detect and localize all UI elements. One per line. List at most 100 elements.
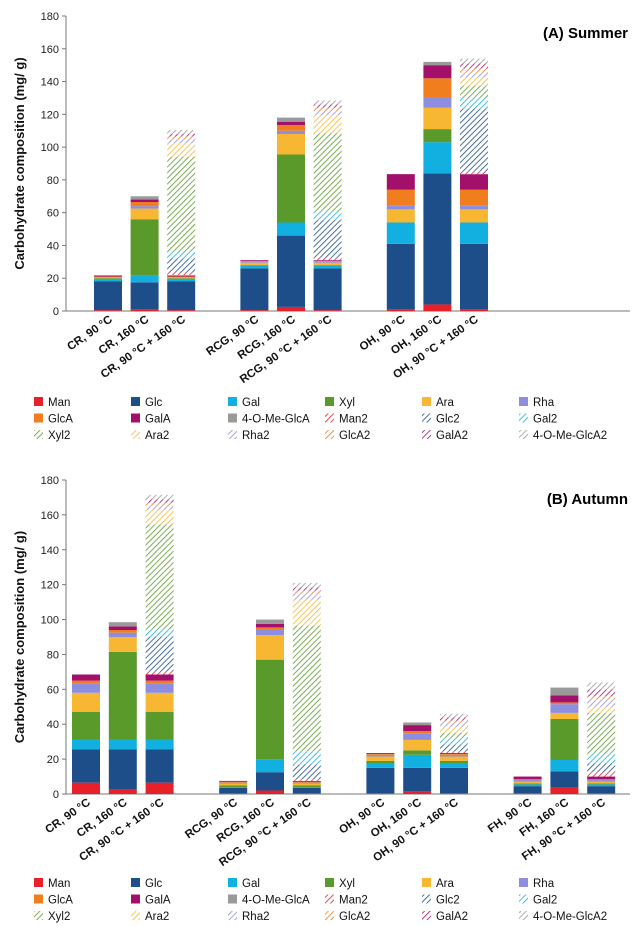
y-tick-label: 140 bbox=[41, 545, 59, 557]
y-tick-label: 160 bbox=[41, 510, 59, 522]
bar-segment-glca bbox=[292, 781, 321, 783]
legend-entry-4-o-me-glca2: 4-O-Me-GlcA2 bbox=[519, 430, 607, 442]
bar-segment-rha bbox=[277, 130, 305, 134]
panel-title: (B) Autumn bbox=[547, 491, 628, 508]
bar-segment-4-o-me-glca bbox=[94, 274, 122, 276]
legend-label: Man2 bbox=[339, 895, 368, 907]
legend-label: Ara2 bbox=[145, 911, 169, 923]
legend-label: 4-O-Me-GlcA2 bbox=[533, 430, 607, 442]
legend-swatch bbox=[422, 894, 431, 904]
legend-label: GalA bbox=[145, 414, 171, 426]
legend-entry-glca2: GlcA2 bbox=[325, 911, 370, 923]
legend-swatch bbox=[131, 878, 140, 887]
bar-segment-glc2 bbox=[440, 744, 468, 752]
legend-swatch bbox=[422, 397, 431, 406]
legend-swatch bbox=[34, 894, 43, 904]
bar-segment-rha bbox=[256, 630, 284, 636]
y-tick-label: 160 bbox=[41, 44, 59, 56]
bar-segment-man bbox=[403, 791, 432, 794]
bar-segment-gal bbox=[587, 784, 616, 787]
legend-swatch bbox=[131, 413, 140, 423]
bar-segment-man bbox=[587, 793, 616, 794]
bar-segment-4-o-me-glca bbox=[167, 274, 196, 276]
legend-entry-gala: GalA bbox=[131, 413, 171, 426]
bar-segment-ara bbox=[386, 209, 415, 223]
bar-segment-ara bbox=[513, 781, 542, 784]
legend-entry-xyl: Xyl bbox=[325, 878, 355, 890]
bar-segment-ara bbox=[440, 756, 468, 761]
bar-segment-rha2 bbox=[313, 111, 342, 116]
legend-label: Gal bbox=[242, 397, 260, 409]
legend-entry-gala: GalA bbox=[131, 894, 171, 907]
legend-entry-xyl: Xyl bbox=[325, 397, 355, 409]
bar-segment-xyl2 bbox=[145, 524, 174, 630]
y-tick-label: 40 bbox=[47, 240, 59, 252]
bar-segment-man2 bbox=[145, 671, 174, 675]
legend-label: Glc bbox=[145, 397, 163, 409]
legend-label: Xyl bbox=[339, 397, 355, 409]
legend-entry-gala2: GalA2 bbox=[422, 430, 468, 442]
legend-label: Man bbox=[48, 878, 70, 890]
bar-segment-rha bbox=[313, 261, 342, 263]
bar-segment-gala bbox=[440, 753, 468, 754]
bar-segment-gala bbox=[587, 776, 616, 780]
bar-segment-xyl bbox=[108, 651, 137, 740]
legend-entry-rha: Rha bbox=[519, 878, 555, 890]
legend-entry-rha2: Rha2 bbox=[228, 911, 270, 923]
bar-segment-glca bbox=[167, 276, 196, 278]
bar-segment-glc bbox=[403, 767, 432, 792]
bar-segment-rha2 bbox=[440, 723, 468, 727]
bar-segment-man2 bbox=[440, 751, 468, 754]
bar-segment-rha2 bbox=[145, 506, 174, 510]
bar-segment-gal2 bbox=[167, 252, 196, 259]
bar-segment-gal bbox=[240, 265, 269, 269]
legend-autumn: Man Glc Gal Xyl Ara Rha GlcA GalA 4-O-Me-GlcA Man… bbox=[34, 878, 607, 923]
y-tick-label: 40 bbox=[47, 719, 59, 731]
legend-label: Gal2 bbox=[533, 414, 557, 426]
bar-segment-ara bbox=[292, 783, 321, 786]
legend-swatch bbox=[519, 894, 528, 904]
bar-stack-rcg-160-c bbox=[277, 117, 305, 311]
legend-label: Rha2 bbox=[242, 430, 270, 442]
bar-segment-xyl bbox=[423, 129, 452, 143]
bar-segment-gal bbox=[386, 222, 415, 244]
bar-segment-4-o-me-glca2 bbox=[440, 713, 468, 718]
legend-label: GalA2 bbox=[436, 430, 468, 442]
legend-swatch bbox=[228, 911, 237, 920]
legend-entry-rha2: Rha2 bbox=[228, 430, 270, 442]
bar-segment-man bbox=[513, 793, 542, 794]
bar-segment-gala bbox=[313, 260, 342, 262]
bar-segment-glc bbox=[386, 243, 415, 310]
bar-stack-rcg-90-c-160-c bbox=[313, 100, 342, 311]
bar-segment-xyl bbox=[313, 265, 342, 266]
bar-segment-glca2 bbox=[313, 107, 342, 112]
bar-segment-rha bbox=[550, 704, 579, 713]
bar-stack-fh-160-c bbox=[550, 687, 579, 794]
bar-segment-xyl bbox=[72, 712, 100, 740]
bar-segment-gal bbox=[277, 222, 305, 236]
legend-label: GlcA2 bbox=[339, 911, 370, 923]
bar-segment-gala2 bbox=[460, 63, 488, 69]
bar-segment-glc bbox=[460, 243, 488, 310]
y-tick-label: 60 bbox=[47, 208, 59, 220]
bar-segment-man bbox=[108, 789, 137, 794]
y-axis-label: Carbohydrate composition (mg/ g) bbox=[12, 531, 27, 743]
y-tick-label: 0 bbox=[53, 306, 59, 318]
bar-segment-gal bbox=[145, 739, 174, 750]
bar-segment-xyl bbox=[240, 265, 269, 266]
legend-entry-xyl2: Xyl2 bbox=[34, 430, 70, 442]
legend-label: GlcA bbox=[48, 895, 73, 907]
bar-segment-rha bbox=[386, 205, 415, 210]
bar-segment-4-o-me-glca bbox=[130, 196, 159, 200]
bar-stack-oh-90-c bbox=[386, 174, 415, 311]
bar-segment-gala bbox=[277, 121, 305, 125]
legend-swatch bbox=[228, 430, 237, 439]
bar-segment-glca bbox=[72, 680, 100, 684]
bar-segment-ara bbox=[550, 712, 579, 719]
bar-segment-ara bbox=[587, 781, 616, 784]
legend-swatch bbox=[325, 911, 334, 920]
bar-segment-ara bbox=[219, 783, 248, 786]
bar-segment-ara bbox=[256, 635, 284, 660]
legend-swatch bbox=[228, 878, 237, 887]
bar-segment-4-o-me-glca bbox=[550, 687, 579, 696]
